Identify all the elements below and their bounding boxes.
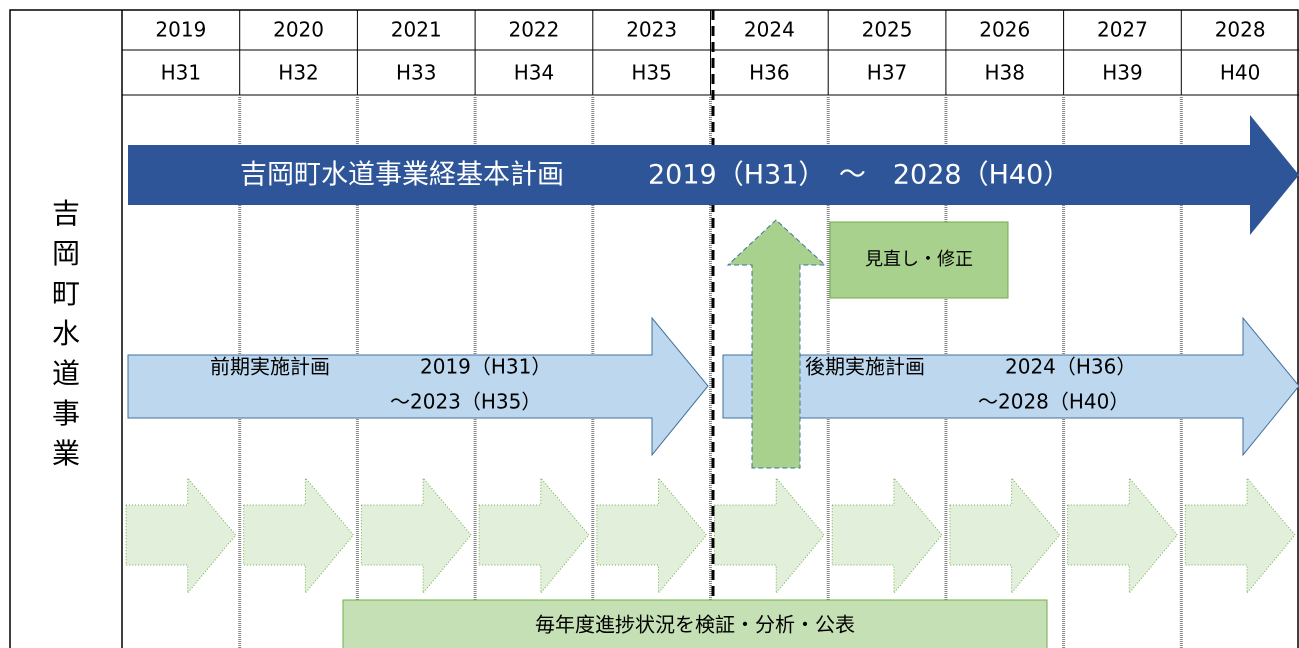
late-plan-start: 2024（H36） (1005, 355, 1136, 379)
annual-box (342, 599, 1048, 648)
main-plan-title: 吉岡町水道事業経基本計画 (240, 160, 564, 191)
annual-step-arrow (1067, 476, 1178, 595)
side-label-char: 町 (52, 277, 80, 310)
review-arrow (726, 219, 827, 469)
annual-label: 毎年度進捗状況を検証・分析・公表 (535, 613, 855, 637)
year-label: 2020 (273, 18, 324, 42)
era-label: H31 (161, 61, 202, 85)
early-plan-end: ～2023（H35） (390, 390, 541, 414)
year-label: 2022 (508, 18, 559, 42)
side-label-char: 道 (52, 357, 80, 390)
late-plan-arrow (722, 316, 1299, 457)
side-label-char: 水 (52, 317, 80, 350)
year-label: 2027 (1097, 18, 1148, 42)
annual-step-arrow (243, 476, 355, 595)
era-label: H35 (631, 61, 672, 85)
annual-step-arrow (360, 476, 472, 595)
early-plan-arrow (127, 316, 709, 457)
annual-step-arrow (949, 476, 1061, 595)
annual-step-arrow (596, 476, 708, 595)
era-label: H34 (514, 61, 555, 85)
year-label: 2026 (979, 18, 1030, 42)
review-label: 見直し・修正 (865, 249, 973, 270)
year-label: 2023 (626, 18, 677, 42)
year-label: 2028 (1215, 18, 1266, 42)
early-plan-start: 2019（H31） (420, 355, 551, 379)
era-label: H38 (985, 61, 1026, 85)
annual-step-arrow (714, 476, 825, 595)
year-label: 2025 (862, 18, 913, 42)
era-label: H37 (867, 61, 908, 85)
frame (9, 9, 1299, 648)
side-label-char: 吉 (52, 197, 80, 230)
side-label-char: 岡 (52, 237, 80, 270)
era-label: H40 (1220, 61, 1261, 85)
main-plan-arrow (128, 115, 1299, 235)
side-label-char: 事 (52, 397, 80, 430)
annual-step-arrow (125, 476, 237, 595)
era-label: H39 (1102, 61, 1143, 85)
annual-step-arrow (478, 476, 590, 595)
late-plan-end: ～2028（H40） (978, 390, 1129, 414)
annual-step-arrow (831, 476, 943, 595)
year-label: 2019 (155, 18, 206, 42)
year-label: 2024 (744, 18, 795, 42)
annual-step-arrow (1184, 476, 1296, 595)
late-plan-title: 後期実施計画 (805, 355, 925, 379)
era-label: H36 (749, 61, 790, 85)
year-label: 2021 (391, 18, 442, 42)
review-box (829, 221, 1009, 299)
early-plan-title: 前期実施計画 (210, 355, 330, 379)
era-label: H33 (396, 61, 437, 85)
side-label-char: 業 (52, 437, 80, 470)
era-label: H32 (278, 61, 319, 85)
main-plan-period: 2019（H31） ～ 2028（H40） (648, 160, 1070, 191)
